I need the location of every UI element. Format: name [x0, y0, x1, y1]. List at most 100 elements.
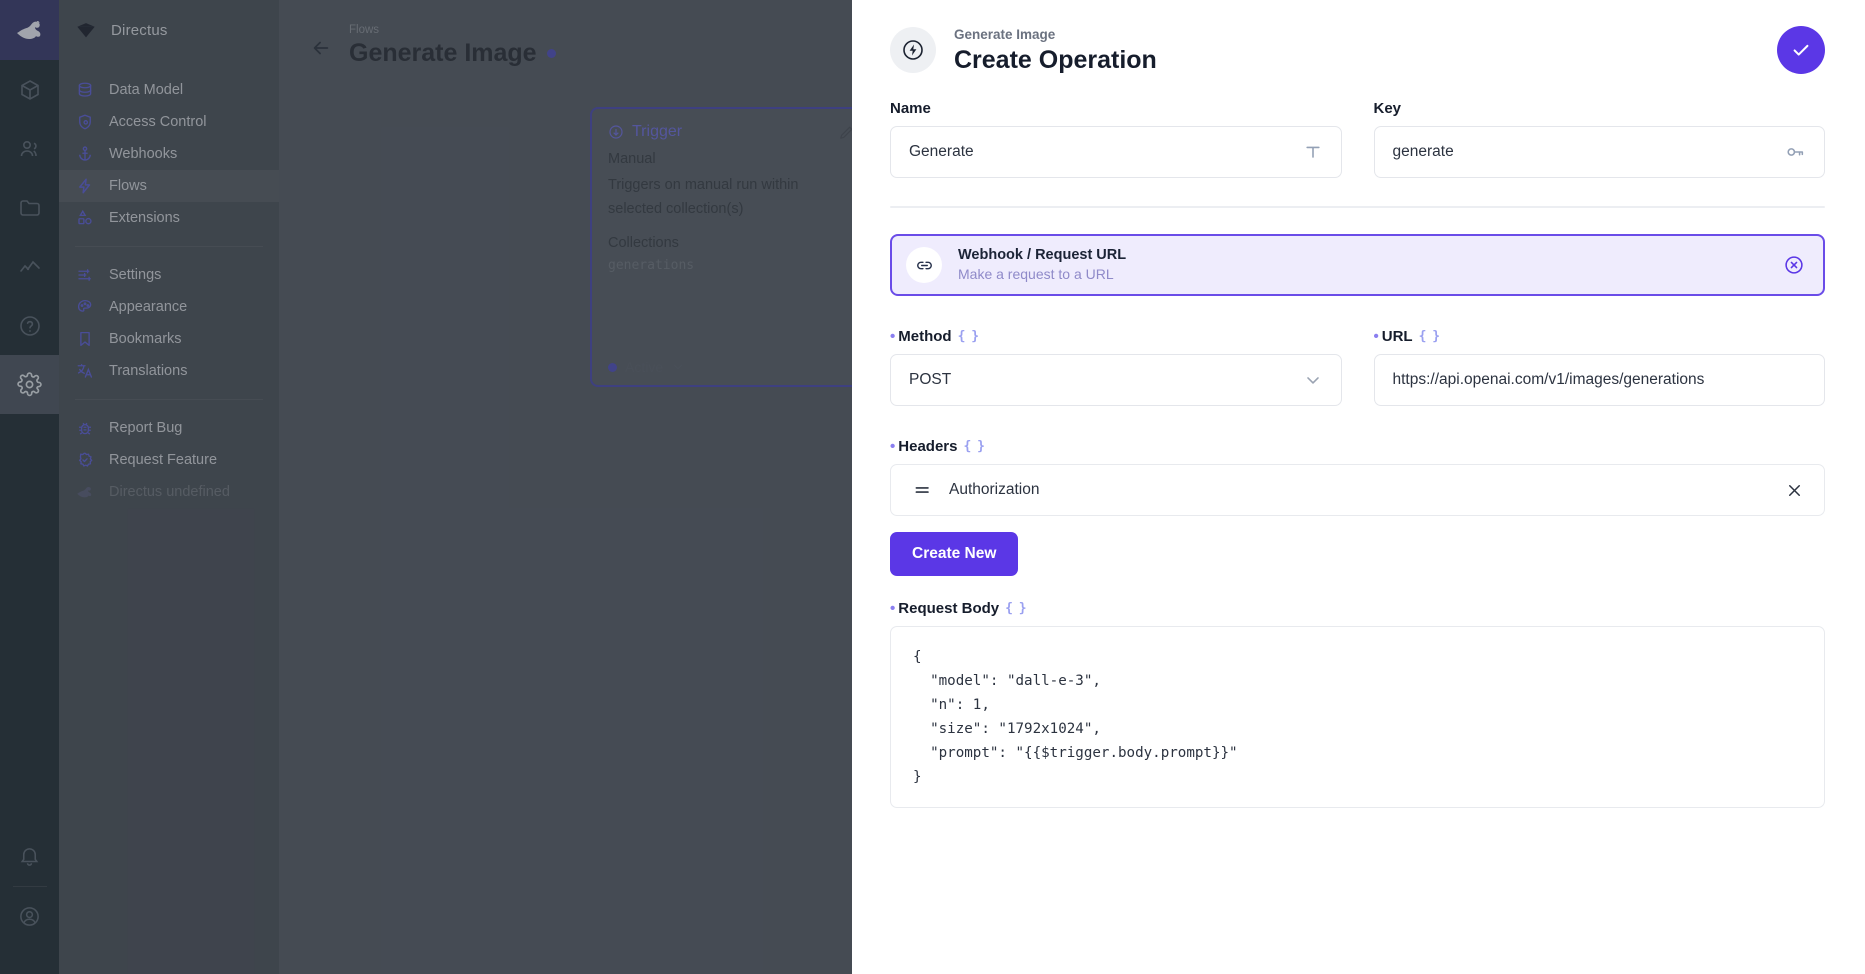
sidebar-item-report-bug[interactable]: Report Bug: [59, 412, 279, 444]
sidebar-title: Directus: [111, 21, 168, 39]
drawer-body: Name Generate Key generate: [852, 100, 1865, 808]
brace-icon: { }: [957, 329, 980, 344]
close-circle-icon[interactable]: [1783, 254, 1805, 276]
close-icon[interactable]: [1785, 481, 1804, 500]
key-input-value: generate: [1392, 143, 1454, 160]
sidebar-item-label: Extensions: [109, 210, 180, 226]
url-input[interactable]: https://api.openai.com/v1/images/generat…: [1373, 354, 1825, 406]
required-marker: •: [890, 328, 896, 345]
anchor-icon: [75, 144, 95, 164]
method-select-value: POST: [909, 371, 952, 388]
brace-icon: { }: [963, 439, 985, 454]
trigger-field-label: Collections: [608, 235, 679, 251]
sidebar-item-label: Access Control: [109, 114, 207, 130]
sidebar-list-tertiary: Report Bug Request Feature Directus unde…: [59, 412, 279, 508]
translate-icon: [75, 361, 95, 381]
trigger-status-dot: [608, 362, 617, 372]
save-button[interactable]: [1777, 26, 1825, 74]
drag-handle-icon[interactable]: [913, 480, 933, 500]
trigger-description: Triggers on manual run within selected c…: [608, 177, 799, 217]
request-body-label-text: Request Body: [898, 600, 1000, 617]
request-body-field-group: • Request Body { } { "model": "dall-e-3"…: [890, 600, 1825, 808]
chevron-down-icon[interactable]: [1303, 370, 1323, 390]
rail-item-docs[interactable]: [0, 296, 59, 355]
rail-item-notifications[interactable]: [0, 827, 59, 886]
trigger-node-header: Trigger: [592, 109, 871, 147]
page-title: Generate Image: [349, 38, 556, 68]
sidebar-item-settings[interactable]: Settings: [59, 259, 279, 291]
key-field-group: Key generate: [1373, 100, 1825, 178]
headers-field-group: • Headers { } Authorization Create New: [890, 438, 1825, 576]
drawer-breadcrumb: Generate Image: [954, 26, 1056, 42]
spacer-2: [890, 406, 1825, 438]
operation-type-card[interactable]: Webhook / Request URL Make a request to …: [890, 234, 1825, 296]
required-marker: •: [1373, 328, 1379, 345]
sidebar-item-bookmarks[interactable]: Bookmarks: [59, 323, 279, 355]
request-body-code-editor[interactable]: { "model": "dall-e-3", "n": 1, "size": "…: [890, 626, 1825, 808]
trigger-field-value: generations: [608, 258, 695, 273]
trigger-status[interactable]: Active: [592, 349, 871, 385]
method-select[interactable]: POST: [890, 354, 1342, 406]
text-format-icon[interactable]: [1303, 142, 1323, 162]
sidebar-item-label: Translations: [109, 363, 188, 379]
bug-icon: [75, 418, 95, 438]
sidebar-item-label: Request Feature: [109, 452, 218, 468]
url-label-text: URL: [1381, 328, 1413, 345]
directus-diamond-icon: [75, 19, 97, 41]
url-input-value: https://api.openai.com/v1/images/generat…: [1392, 371, 1705, 388]
rail-item-users[interactable]: [0, 119, 59, 178]
key-input[interactable]: generate: [1373, 126, 1825, 178]
badge-check-icon: [75, 450, 95, 470]
header-row[interactable]: Authorization: [890, 464, 1825, 516]
key-icon[interactable]: [1784, 141, 1806, 163]
sidebar-item-version: Directus undefined: [59, 476, 279, 508]
rail-item-settings[interactable]: [0, 355, 59, 414]
name-field-group: Name Generate: [890, 100, 1342, 178]
rail-item-content[interactable]: [0, 60, 59, 119]
brace-icon: { }: [1418, 329, 1441, 344]
sidebar-item-appearance[interactable]: Appearance: [59, 291, 279, 323]
trigger-type: Manual: [608, 151, 656, 167]
sidebar-item-request-feature[interactable]: Request Feature: [59, 444, 279, 476]
rail-item-insights[interactable]: [0, 237, 59, 296]
drawer-title: Create Operation: [954, 45, 1157, 74]
bookmark-icon: [75, 329, 95, 349]
operation-type-subtitle: Make a request to a URL: [958, 266, 1114, 282]
create-new-button[interactable]: Create New: [890, 532, 1019, 576]
required-marker: •: [890, 438, 896, 455]
sidebar-list-primary: Data Model Access Control Webhooks: [59, 60, 279, 234]
breadcrumb[interactable]: Flows: [349, 24, 380, 36]
sidebar-item-access-control[interactable]: Access Control: [59, 106, 279, 138]
request-body-label: • Request Body { }: [890, 600, 1825, 617]
rail-item-files[interactable]: [0, 178, 59, 237]
directus-rabbit-logo[interactable]: [0, 0, 59, 60]
sidebar-item-label: Settings: [109, 267, 162, 283]
name-input[interactable]: Generate: [890, 126, 1342, 178]
rail-item-account[interactable]: [0, 887, 59, 946]
play-circle-icon: [608, 124, 624, 140]
sidebar-item-flows[interactable]: Flows: [59, 170, 279, 202]
check-icon: [1790, 39, 1812, 61]
pencil-icon[interactable]: [838, 124, 855, 141]
trigger-status-label: Active: [625, 359, 664, 375]
page-title-text: Generate Image: [349, 39, 537, 67]
shapes-icon: [75, 208, 95, 228]
name-input-value: Generate: [909, 143, 974, 160]
trigger-node-title-group: Trigger: [608, 123, 682, 141]
spacer-3: [890, 576, 1825, 600]
sidebar-item-webhooks[interactable]: Webhooks: [59, 138, 279, 170]
method-label: • Method { }: [890, 328, 1342, 345]
headers-label: • Headers { }: [890, 438, 1825, 455]
module-rail: [0, 0, 59, 974]
sidebar-item-label: Webhooks: [109, 146, 178, 162]
trigger-node-title: Trigger: [632, 123, 683, 140]
flow-title-group: Flows Generate Image: [349, 18, 556, 68]
back-button[interactable]: [301, 28, 341, 68]
status-dot: [546, 48, 556, 58]
method-field-group: • Method { } POST: [890, 328, 1342, 406]
sidebar-divider-1: [75, 246, 263, 247]
sidebar-item-extensions[interactable]: Extensions: [59, 202, 279, 234]
sidebar-item-translations[interactable]: Translations: [59, 355, 279, 387]
sidebar-item-data-model[interactable]: Data Model: [59, 74, 279, 106]
method-label-text: Method: [898, 328, 952, 345]
